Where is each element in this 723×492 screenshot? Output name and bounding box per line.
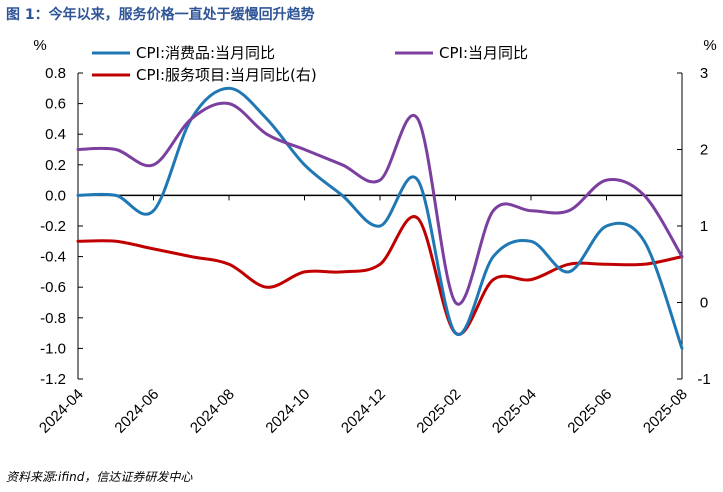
legend-item-consumer-goods: CPI:消费品:当月同比 — [92, 44, 275, 62]
legend-label: CPI:当月同比 — [439, 44, 528, 62]
legend: CPI:消费品:当月同比 CPI:当月同比 CPI:服务项目:当月同比(右) — [92, 44, 528, 84]
legend-label: CPI:消费品:当月同比 — [136, 44, 275, 62]
x-tick-label: 2024-10 — [262, 386, 313, 437]
right-tick-label: 0 — [700, 295, 708, 312]
left-tick-label: 0.0 — [45, 187, 66, 204]
series-line-cpi — [76, 101, 684, 306]
right-tick-label: 1 — [700, 218, 708, 235]
left-tick-label: -1.2 — [40, 371, 66, 388]
x-tick-label: 2025-04 — [489, 386, 540, 437]
right-axis-unit: % — [703, 37, 716, 54]
legend-item-cpi: CPI:当月同比 — [395, 44, 528, 62]
x-tick-label: 2024-08 — [187, 386, 238, 437]
right-tick-label: -1 — [697, 371, 710, 388]
series-line-consumer-goods — [76, 86, 684, 350]
x-tick-label: 2024-12 — [338, 386, 389, 437]
left-axis-unit: % — [33, 37, 46, 54]
x-tick-label: 2024-06 — [111, 386, 162, 437]
right-tick-label: 3 — [700, 65, 708, 82]
left-tick-label: -0.6 — [40, 279, 66, 296]
series-lines — [76, 86, 684, 350]
left-tick-label: 0.2 — [45, 157, 66, 174]
left-tick-label: -0.4 — [40, 249, 66, 266]
left-tick-label: 0.6 — [45, 96, 66, 113]
x-tick-label: 2024-04 — [36, 386, 87, 437]
left-tick-label: 0.8 — [45, 65, 66, 82]
x-tick-label: 2025-06 — [564, 386, 615, 437]
left-tick-label: -1.0 — [40, 340, 66, 357]
right-tick-label: 2 — [700, 142, 708, 159]
x-tick-label: 2025-02 — [413, 386, 464, 437]
left-tick-label: -0.2 — [40, 218, 66, 235]
left-tick-label: 0.4 — [45, 126, 66, 143]
x-tick-label: 2025-08 — [640, 386, 691, 437]
left-tick-label: -0.8 — [40, 310, 66, 327]
axes-group: % % 0.8 0.6 0.4 0.2 0.0 -0.2 -0.4 -0.6 -0.8 -1.0 -1.… — [33, 37, 716, 437]
source-note: 资料来源:ifind，信达证券研发中心 — [6, 470, 193, 484]
chart-title: 图 1：今年以来，服务价格一直处于缓慢回升趋势 — [6, 7, 315, 23]
legend-item-services: CPI:服务项目:当月同比(右) — [92, 66, 317, 84]
legend-label: CPI:服务项目:当月同比(右) — [136, 66, 317, 84]
series-line-services — [76, 215, 684, 336]
